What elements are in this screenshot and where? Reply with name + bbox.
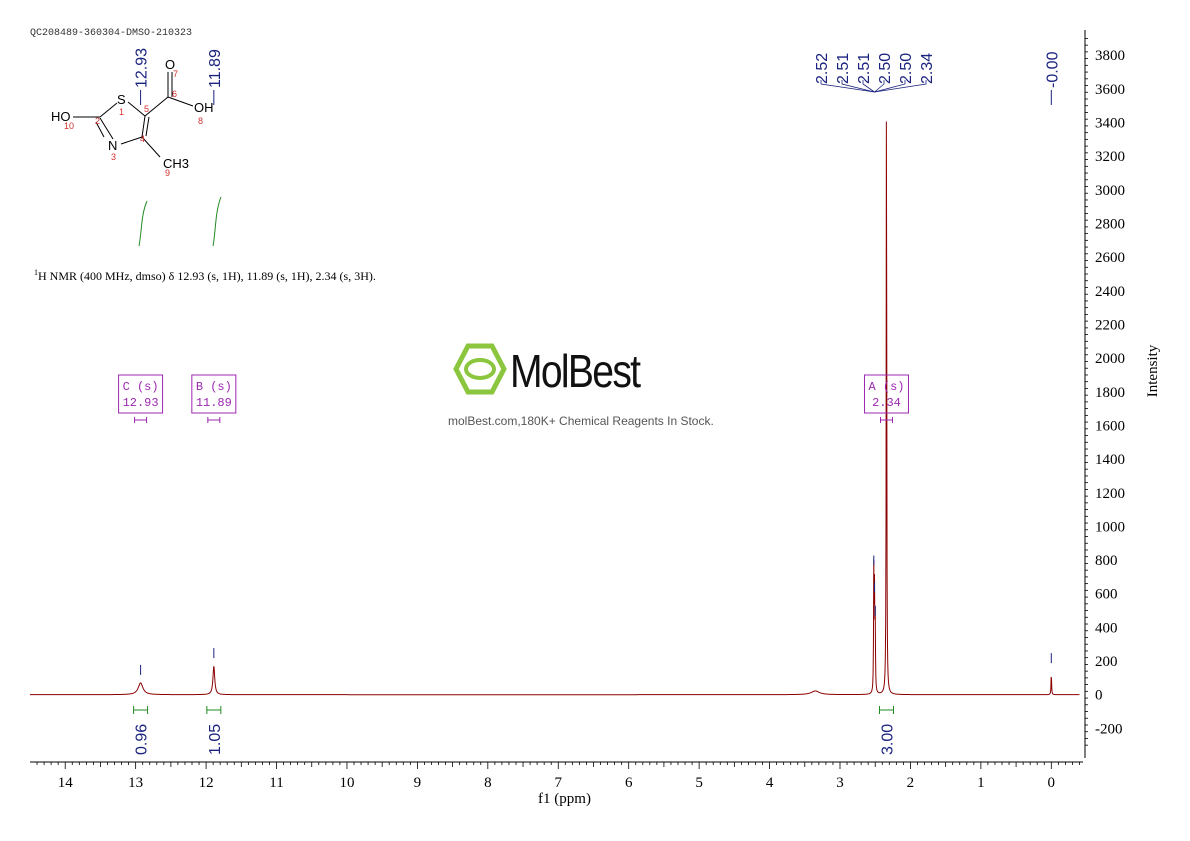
peak-label-leader — [820, 80, 875, 93]
y-tick-label: 3400 — [1095, 116, 1125, 132]
integral-value: 0.96 — [134, 724, 151, 755]
x-tick-label: 9 — [414, 775, 422, 791]
y-tick-label: 2600 — [1095, 250, 1125, 266]
atom-number: 5 — [144, 104, 149, 114]
atom-number: 1 — [119, 107, 124, 117]
nmr-description: 1H NMR (400 MHz, dmso) δ 12.93 (s, 1H), … — [34, 268, 376, 283]
atom-number: 3 — [111, 152, 116, 162]
peak-label-leader — [862, 80, 875, 93]
peak-label: 12.93 — [134, 48, 151, 88]
x-tick-label: 3 — [836, 775, 844, 791]
atom-oh: OH — [194, 100, 214, 115]
integral-curve — [138, 200, 148, 247]
y-tick-label: 1800 — [1095, 385, 1125, 401]
y-tick-label: 800 — [1095, 553, 1118, 569]
multiplet-box — [118, 374, 164, 414]
peak-label-leader — [874, 80, 906, 93]
y-tick-label: 200 — [1095, 654, 1118, 670]
y-tick-label: 3600 — [1095, 82, 1125, 98]
benzene-logo-icon — [453, 343, 507, 395]
atom-number: 9 — [165, 168, 170, 178]
y-tick-label: 2200 — [1095, 317, 1125, 333]
peak-label: 2.51 — [856, 53, 873, 84]
atom-number: 2 — [95, 116, 100, 126]
brand-tagline: molBest.com,180K+ Chemical Reagents In S… — [448, 414, 714, 428]
x-tick-label: 4 — [766, 775, 774, 791]
y-tick-label: 0 — [1095, 688, 1103, 704]
peak-label: 11.89 — [207, 49, 224, 88]
peak-label-leader — [874, 80, 885, 93]
multiplet-box — [191, 374, 237, 414]
y-tick-label: 2400 — [1095, 284, 1125, 300]
atom-n: N — [108, 138, 117, 153]
y-tick-label: -200 — [1095, 721, 1123, 737]
atom-s: S — [117, 92, 126, 107]
peak-label: 2.50 — [877, 53, 894, 84]
y-axis-label: Intensity — [1145, 344, 1161, 397]
multiplet-label: B (s) — [196, 380, 232, 394]
multiplet-label: C (s) — [123, 380, 159, 394]
x-tick-label: 0 — [1048, 775, 1056, 791]
brand-name: MolBest — [510, 345, 641, 397]
x-tick-label: 13 — [128, 775, 143, 791]
multiplet-shift: 11.89 — [196, 396, 232, 410]
sample-id: QC208489-360304-DMSO-210323 — [30, 28, 193, 39]
multiplet-shift: 12.93 — [123, 396, 159, 410]
x-tick-label: 10 — [339, 775, 354, 791]
y-tick-label: 3200 — [1095, 149, 1125, 165]
y-tick-label: 2800 — [1095, 217, 1125, 233]
y-tick-label: 400 — [1095, 620, 1118, 636]
peak-label-leader — [841, 80, 875, 93]
y-tick-label: 3000 — [1095, 183, 1125, 199]
multiplet-label: A (s) — [868, 380, 904, 394]
atom-number: 7 — [173, 69, 178, 79]
x-tick-label: 7 — [555, 775, 563, 791]
spectrum-line — [30, 121, 1080, 696]
y-tick-label: 2000 — [1095, 351, 1125, 367]
x-axis-label: f1 (ppm) — [538, 791, 591, 807]
atom-ch3: CH3 — [163, 156, 189, 171]
x-tick-label: 6 — [625, 775, 633, 791]
integral-curve — [212, 196, 222, 247]
peak-label: -0.00 — [1044, 51, 1061, 88]
integral-value: 1.05 — [207, 724, 224, 755]
x-tick-label: 1 — [977, 775, 985, 791]
atom-ho: HO — [51, 109, 71, 124]
y-tick-label: 1200 — [1095, 486, 1125, 502]
x-tick-label: 2 — [907, 775, 915, 791]
x-tick-label: 11 — [269, 775, 283, 791]
atom-number: 6 — [172, 89, 177, 99]
multiplet-shift: 2.34 — [872, 396, 901, 410]
y-tick-label: 600 — [1095, 587, 1118, 603]
atom-number: 10 — [64, 121, 74, 131]
peak-label: 2.34 — [919, 53, 936, 84]
y-tick-label: 1400 — [1095, 452, 1125, 468]
y-tick-label: 1600 — [1095, 418, 1125, 434]
peak-label: 2.52 — [814, 53, 831, 84]
x-tick-label: 8 — [484, 775, 492, 791]
peak-label-leader — [874, 80, 927, 93]
atom-number: 8 — [198, 116, 203, 126]
multiplet-box — [863, 374, 909, 414]
integral-value: 3.00 — [879, 724, 896, 755]
brand-watermark: MolBest — [452, 342, 752, 402]
peak-label: 2.51 — [835, 53, 852, 84]
atom-number: 4 — [140, 134, 145, 144]
peak-label: 2.50 — [898, 53, 915, 84]
x-tick-label: 5 — [695, 775, 703, 791]
x-tick-label: 14 — [58, 775, 74, 791]
molecule-structure: S HO N CH3 O OH 1 2 3 4 5 6 7 8 9 10 — [51, 57, 214, 178]
y-tick-label: 3800 — [1095, 48, 1125, 64]
y-tick-label: 1000 — [1095, 519, 1125, 535]
x-tick-label: 12 — [199, 775, 214, 791]
atom-o: O — [165, 57, 175, 72]
